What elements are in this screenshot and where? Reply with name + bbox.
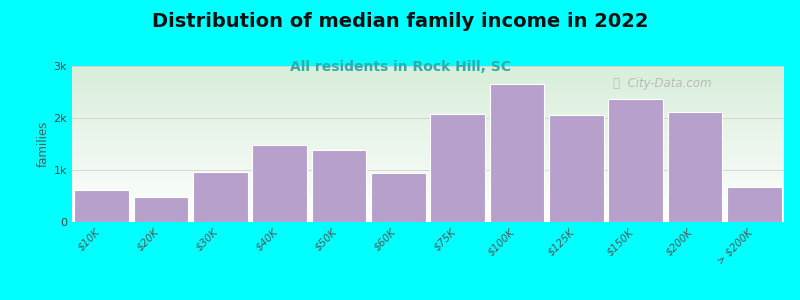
Text: ⓘ  City-Data.com: ⓘ City-Data.com xyxy=(613,77,712,90)
Text: Distribution of median family income in 2022: Distribution of median family income in … xyxy=(152,12,648,31)
Bar xyxy=(134,197,188,222)
Bar xyxy=(430,114,485,222)
Bar xyxy=(549,115,604,222)
Bar xyxy=(371,173,426,222)
Bar xyxy=(668,112,722,222)
Bar xyxy=(490,84,544,222)
Bar xyxy=(193,172,248,222)
Bar xyxy=(727,187,782,222)
Y-axis label: families: families xyxy=(36,121,50,167)
Bar xyxy=(252,145,307,222)
Text: All residents in Rock Hill, SC: All residents in Rock Hill, SC xyxy=(290,60,510,74)
Bar xyxy=(74,190,129,222)
Bar xyxy=(312,150,366,222)
Bar xyxy=(608,99,663,222)
